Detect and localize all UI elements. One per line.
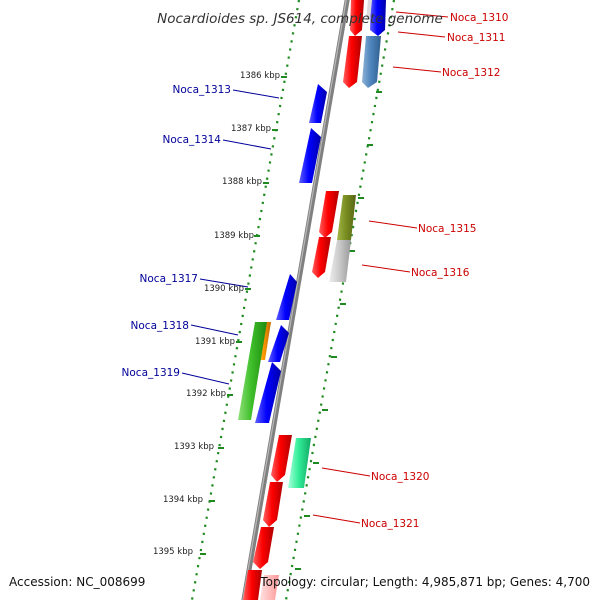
gene-noca-1318b-arrow[interactable]	[268, 325, 289, 362]
gene-noca-1312b-arrow[interactable]	[362, 36, 381, 88]
gene-noca-1317-arrow[interactable]	[276, 274, 297, 320]
gene-noca-1315b-arrow[interactable]	[337, 195, 356, 240]
tick-label: 1386 kbp	[240, 71, 280, 81]
tick-labels: 1386 kbp 1387 kbp 1388 kbp 1389 kbp 1390…	[153, 71, 280, 557]
gene-label[interactable]: Noca_1319	[122, 367, 180, 379]
gene-label[interactable]: Noca_1311	[447, 32, 505, 44]
tick-label: 1393 kbp	[174, 442, 214, 452]
accession-text: Accession: NC_008699	[9, 575, 145, 589]
gene-bottom-arrow[interactable]	[243, 570, 262, 600]
gene-noca-1320a-arrow[interactable]	[271, 435, 292, 482]
gene-noca-1319a-arrow[interactable]	[238, 322, 267, 420]
genome-backbone	[241, 0, 350, 600]
gene-noca-1321a-arrow[interactable]	[263, 482, 283, 527]
gene-noca-1320b-arrow[interactable]	[288, 438, 311, 488]
track-minus-dotted	[190, 0, 301, 600]
gene-label[interactable]: Noca_1321	[361, 518, 419, 530]
gene-label[interactable]: Noca_1318	[131, 320, 189, 332]
plus-strand-genes	[243, 0, 386, 600]
gene-noca-1319b-arrow[interactable]	[255, 362, 281, 423]
gene-noca-1316a-arrow[interactable]	[312, 237, 331, 278]
tick-label: 1395 kbp	[153, 547, 193, 557]
gene-noca-1315a-arrow[interactable]	[319, 191, 339, 238]
tick-label: 1392 kbp	[186, 389, 226, 399]
minus-strand-genes	[238, 84, 327, 423]
gene-labels: Noca_1310 Noca_1311 Noca_1312 Noca_1313 …	[122, 12, 509, 530]
gene-label[interactable]: Noca_1313	[173, 84, 231, 96]
gene-label[interactable]: Noca_1315	[418, 223, 476, 235]
track-plus-dotted	[284, 0, 396, 600]
gene-noca-1312a-arrow[interactable]	[343, 36, 362, 88]
gene-noca-1314-arrow[interactable]	[299, 128, 321, 183]
gene-noca-1321b-arrow[interactable]	[253, 527, 274, 569]
gene-label[interactable]: Noca_1314	[163, 134, 222, 146]
tick-label: 1390 kbp	[204, 284, 244, 294]
gene-noca-1310-arrow[interactable]	[350, 0, 364, 36]
tick-label: 1388 kbp	[222, 177, 262, 187]
gene-noca-1316b-arrow[interactable]	[329, 240, 351, 282]
map-title: Nocardioides sp. JS614, complete genome	[157, 11, 443, 27]
tick-label: 1394 kbp	[163, 495, 203, 505]
gene-bottom-pale[interactable]	[260, 575, 279, 600]
gene-label[interactable]: Noca_1316	[411, 267, 470, 279]
gene-noca-1310-partial[interactable]	[366, 0, 372, 20]
gene-noca-1313-arrow[interactable]	[309, 84, 327, 123]
track-minus-ticks	[200, 76, 287, 555]
gene-label[interactable]: Noca_1317	[140, 273, 198, 285]
tick-label: 1389 kbp	[214, 231, 254, 241]
label-leaders	[181, 11, 449, 524]
tick-label: 1391 kbp	[195, 337, 235, 347]
gene-label[interactable]: Noca_1310	[450, 12, 508, 24]
tick-label: 1387 kbp	[231, 124, 271, 134]
gene-label[interactable]: Noca_1312	[442, 67, 500, 79]
gene-label[interactable]: Noca_1320	[371, 471, 429, 483]
genome-summary-text: Topology: circular; Length: 4,985,871 bp…	[259, 575, 590, 589]
gene-noca-1311-arrow[interactable]	[370, 0, 386, 36]
track-plus-ticks	[295, 91, 382, 570]
